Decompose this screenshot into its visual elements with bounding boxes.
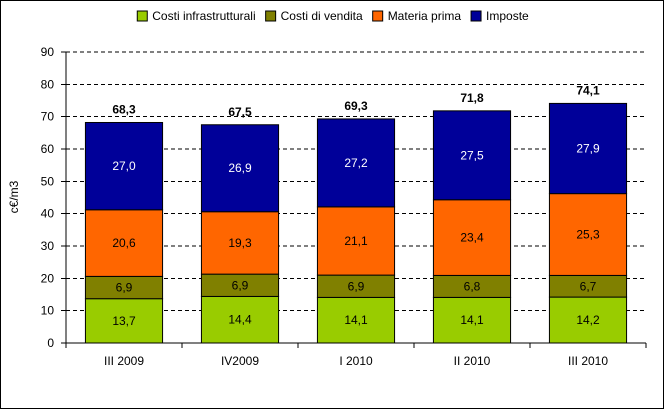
data-label: 13,7 <box>112 314 136 328</box>
bar-segment <box>548 102 628 195</box>
data-label: 14,4 <box>228 313 252 327</box>
data-label: 21,1 <box>344 234 368 248</box>
legend-label: Costi infrastrutturali <box>152 9 255 23</box>
legend-item: Costi di vendita <box>265 9 363 23</box>
y-tick-label: 10 <box>41 304 55 318</box>
bar-group: 14,2 6,7 25,3 27,9 74,1 <box>548 83 628 344</box>
total-label: 71,8 <box>460 91 484 105</box>
bar-segment <box>200 124 280 213</box>
x-tick-label: III 2010 <box>568 354 608 368</box>
legend-label: Imposte <box>486 9 529 23</box>
bar-segment <box>548 193 628 276</box>
x-axis: III 2009 IV2009 I 2010 II 2010 III 2010 <box>65 342 647 368</box>
bar-group: 14,4 6,9 19,3 26,9 67,5 <box>200 105 280 344</box>
bar-segment <box>432 296 512 344</box>
data-label: 27,9 <box>576 142 600 156</box>
y-tick-label: 50 <box>41 174 55 188</box>
bar-group: 14,1 6,9 21,1 27,2 69,3 <box>316 99 396 344</box>
legend-label: Costi di vendita <box>281 9 363 23</box>
bar-segment <box>84 298 164 344</box>
data-label: 25,3 <box>576 228 600 242</box>
data-label: 6,7 <box>580 279 597 293</box>
y-tick-label: 60 <box>41 142 55 156</box>
total-label: 74,1 <box>576 83 600 97</box>
bar-group: 13,7 6,9 20,6 27,0 68,3 <box>84 102 164 344</box>
data-label: 23,4 <box>460 231 484 245</box>
legend-swatch <box>470 10 482 22</box>
data-label: 27,5 <box>460 148 484 162</box>
data-label: 20,6 <box>112 236 136 250</box>
data-label: 19,3 <box>228 236 252 250</box>
y-axis: 0 10 20 30 40 50 60 70 80 90 <box>41 45 67 350</box>
y-tick-label: 0 <box>47 336 54 350</box>
x-tick-label: I 2010 <box>339 354 373 368</box>
bar-segment <box>84 209 164 277</box>
bar-segment <box>316 206 396 276</box>
data-label: 27,0 <box>112 159 136 173</box>
y-axis-title: c€/m3 <box>7 180 21 213</box>
y-tick-label: 80 <box>41 77 55 91</box>
legend-item: Costi infrastrutturali <box>136 9 256 23</box>
legend-swatch <box>372 10 384 22</box>
bar-segment <box>432 110 512 201</box>
data-label: 6,9 <box>116 281 133 295</box>
total-label: 67,5 <box>228 105 252 119</box>
bar-segment <box>316 118 396 208</box>
y-tick-label: 20 <box>41 271 55 285</box>
y-tick-label: 40 <box>41 207 55 221</box>
y-tick-label: 70 <box>41 110 55 124</box>
total-label: 68,3 <box>112 102 136 116</box>
data-label: 26,9 <box>228 161 252 175</box>
legend-swatch <box>265 10 277 22</box>
bar-segment <box>84 121 164 211</box>
bar-segment <box>200 211 280 275</box>
legend: Costi infrastrutturali Costi di vendita Ma… <box>136 9 529 23</box>
x-tick-label: II 2010 <box>454 354 491 368</box>
data-label: 14,1 <box>460 313 484 327</box>
y-tick-label: 90 <box>41 45 55 59</box>
bar-segment <box>316 296 396 344</box>
total-label: 69,3 <box>344 99 368 113</box>
x-tick-label: III 2009 <box>104 354 144 368</box>
y-tick-label: 30 <box>41 239 55 253</box>
data-label: 6,9 <box>232 278 249 292</box>
legend-item: Imposte <box>470 9 529 23</box>
legend-label: Materia prima <box>388 9 462 23</box>
data-label: 27,2 <box>344 156 368 170</box>
bar-segment <box>548 296 628 344</box>
data-label: 14,2 <box>576 313 600 327</box>
x-tick-label: IV2009 <box>221 354 259 368</box>
data-label: 6,9 <box>348 279 365 293</box>
bars: 13,76,920,627,068,314,46,919,326,967,514… <box>84 83 628 344</box>
legend-swatch <box>136 10 148 22</box>
legend-item: Materia prima <box>372 9 462 23</box>
bar-group: 14,1 6,8 23,4 27,5 71,8 <box>432 91 512 344</box>
data-label: 6,8 <box>464 279 481 293</box>
data-label: 14,1 <box>344 313 368 327</box>
